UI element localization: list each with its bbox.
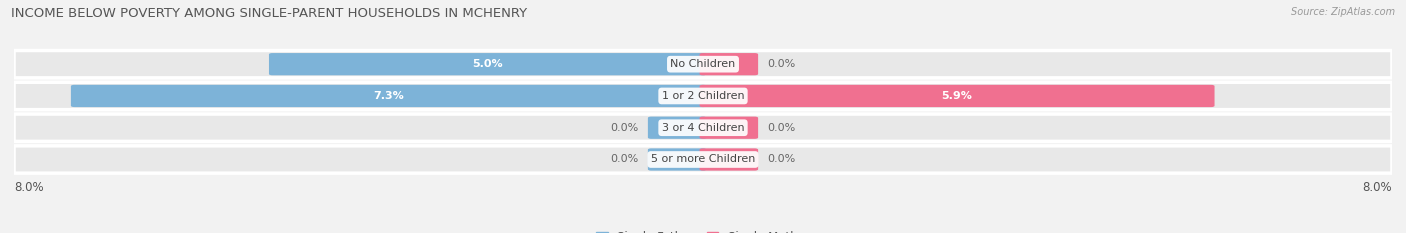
Text: 0.0%: 0.0% xyxy=(768,123,796,133)
FancyBboxPatch shape xyxy=(14,146,1392,173)
Legend: Single Father, Single Mother: Single Father, Single Mother xyxy=(592,226,814,233)
FancyBboxPatch shape xyxy=(14,114,1392,141)
Text: 0.0%: 0.0% xyxy=(610,154,638,164)
Text: No Children: No Children xyxy=(671,59,735,69)
Text: 8.0%: 8.0% xyxy=(1362,181,1392,194)
Text: 8.0%: 8.0% xyxy=(14,181,44,194)
Text: 1 or 2 Children: 1 or 2 Children xyxy=(662,91,744,101)
FancyBboxPatch shape xyxy=(700,85,1215,107)
Text: 5.0%: 5.0% xyxy=(472,59,503,69)
Text: INCOME BELOW POVERTY AMONG SINGLE-PARENT HOUSEHOLDS IN MCHENRY: INCOME BELOW POVERTY AMONG SINGLE-PARENT… xyxy=(11,7,527,20)
Text: 0.0%: 0.0% xyxy=(610,123,638,133)
Text: 0.0%: 0.0% xyxy=(768,59,796,69)
Text: 5.9%: 5.9% xyxy=(942,91,973,101)
FancyBboxPatch shape xyxy=(648,116,706,139)
FancyBboxPatch shape xyxy=(269,53,706,75)
FancyBboxPatch shape xyxy=(14,51,1392,78)
FancyBboxPatch shape xyxy=(700,148,758,171)
Text: 7.3%: 7.3% xyxy=(374,91,404,101)
Text: 0.0%: 0.0% xyxy=(768,154,796,164)
FancyBboxPatch shape xyxy=(14,82,1392,110)
FancyBboxPatch shape xyxy=(70,85,706,107)
FancyBboxPatch shape xyxy=(648,148,706,171)
Text: 3 or 4 Children: 3 or 4 Children xyxy=(662,123,744,133)
Text: 5 or more Children: 5 or more Children xyxy=(651,154,755,164)
FancyBboxPatch shape xyxy=(700,116,758,139)
FancyBboxPatch shape xyxy=(700,53,758,75)
Text: Source: ZipAtlas.com: Source: ZipAtlas.com xyxy=(1291,7,1395,17)
